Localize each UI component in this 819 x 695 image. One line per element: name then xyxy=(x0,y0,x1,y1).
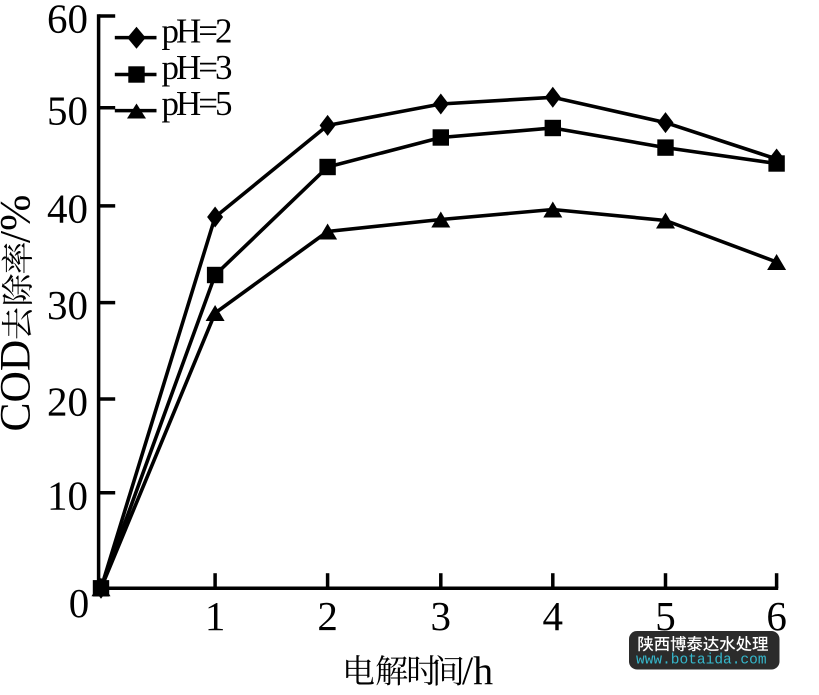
svg-text:/%: /% xyxy=(0,195,40,243)
svg-text:1: 1 xyxy=(205,593,226,639)
svg-text:2: 2 xyxy=(317,593,338,639)
svg-text:30: 30 xyxy=(47,282,88,328)
svg-text:pH=2: pH=2 xyxy=(162,11,233,50)
svg-text:6: 6 xyxy=(766,593,787,639)
svg-text:60: 60 xyxy=(47,0,88,42)
svg-text:www.botaida.com: www.botaida.com xyxy=(636,653,767,669)
svg-text:pH=3: pH=3 xyxy=(162,48,233,87)
svg-text:pH=5: pH=5 xyxy=(162,84,233,123)
svg-text:/h: /h xyxy=(462,648,493,693)
svg-text:20: 20 xyxy=(47,379,88,425)
svg-text:4: 4 xyxy=(543,593,564,639)
svg-text:3: 3 xyxy=(431,593,452,639)
svg-text:0: 0 xyxy=(69,580,90,626)
svg-text:10: 10 xyxy=(47,472,88,518)
svg-text:50: 50 xyxy=(47,87,88,133)
svg-text:5: 5 xyxy=(655,593,676,639)
svg-text:COD: COD xyxy=(0,340,40,432)
svg-text:40: 40 xyxy=(47,186,88,232)
